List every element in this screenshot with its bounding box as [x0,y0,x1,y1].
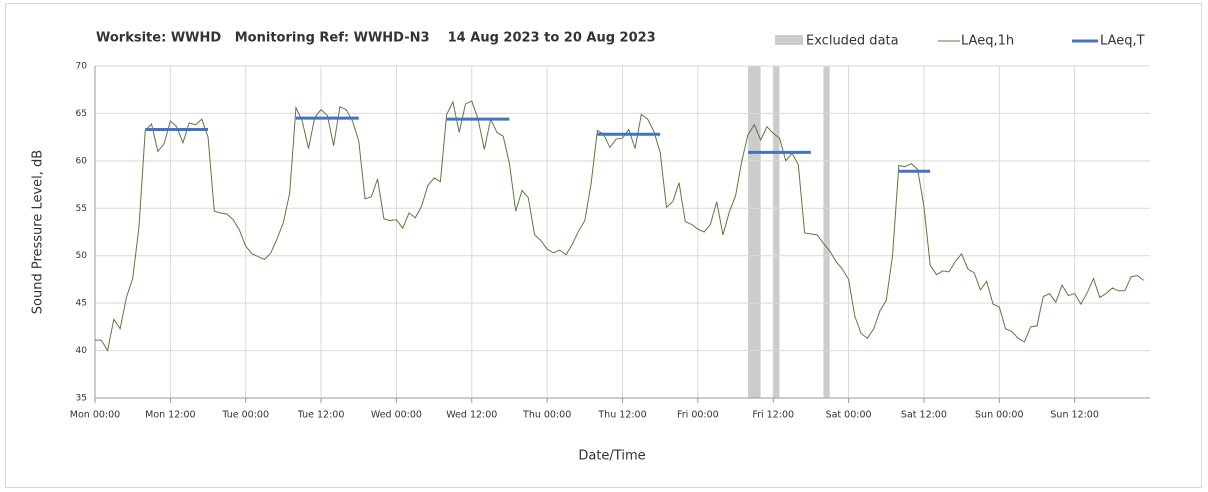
x-tick-label: Tue 00:00 [221,410,269,421]
y-tick-label: 55 [76,204,87,214]
legend-label: LAeq,T [1100,34,1145,49]
x-axis-label: Date/Time [578,449,645,464]
y-tick-label: 70 [76,62,88,72]
x-tick-label: Mon 00:00 [70,410,120,421]
y-tick-label: 45 [76,299,87,309]
legend-swatch [775,35,803,45]
x-tick-label: Sat 00:00 [826,410,872,421]
y-tick-label: 65 [76,109,87,119]
x-tick-label: Thu 00:00 [522,410,571,421]
y-tick-label: 40 [76,346,88,356]
x-tick-label: Sat 12:00 [901,410,947,421]
legend-label: Excluded data [806,34,899,49]
x-tick-label: Wed 00:00 [371,410,422,421]
x-tick-label: Wed 12:00 [446,410,497,421]
excluded-band [823,66,830,398]
y-tick-label: 35 [76,394,87,404]
legend-label: LAeq,1h [961,34,1014,49]
chart-border [5,3,1202,488]
x-tick-label: Fri 12:00 [752,410,794,421]
chart-title: Worksite: WWHD Monitoring Ref: WWHD-N3 1… [96,31,656,46]
x-tick-label: Fri 00:00 [677,410,719,421]
x-tick-label: Sun 12:00 [1050,410,1098,421]
x-tick-label: Sun 00:00 [975,410,1023,421]
x-tick-label: Mon 12:00 [145,410,195,421]
excluded-band [773,66,780,398]
y-axis-label: Sound Pressure Level, dB [31,150,46,314]
data-line [95,100,1145,352]
y-tick-label: 60 [76,156,88,166]
excluded-band [748,66,761,398]
y-tick-label: 50 [76,251,88,261]
x-tick-label: Tue 12:00 [297,410,345,421]
x-tick-label: Thu 12:00 [597,410,646,421]
